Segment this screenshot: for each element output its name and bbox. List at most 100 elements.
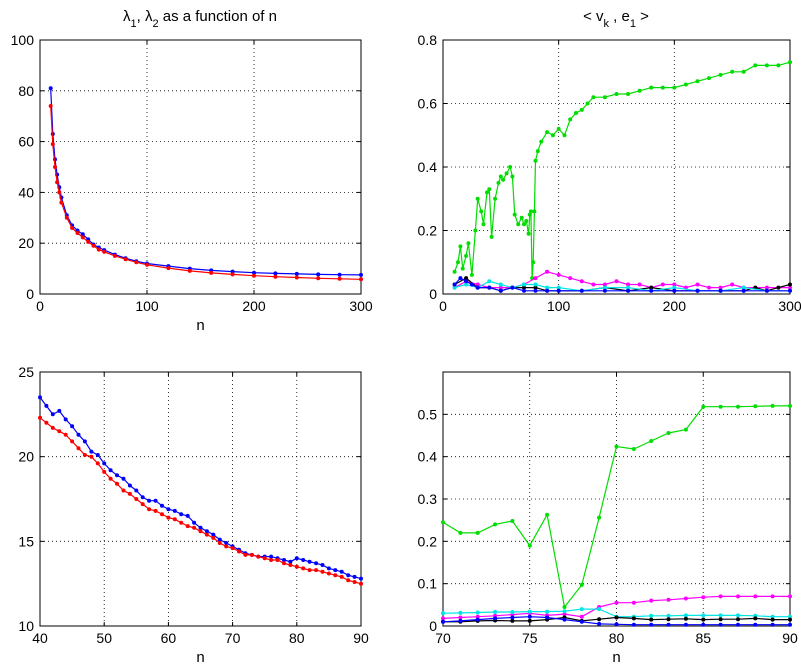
data-point bbox=[487, 279, 492, 284]
data-point bbox=[666, 431, 671, 435]
data-point bbox=[346, 573, 351, 578]
data-point bbox=[579, 288, 584, 293]
data-point bbox=[320, 563, 325, 567]
data-point bbox=[504, 171, 509, 176]
y-tick-label: 0.3 bbox=[418, 491, 438, 507]
data-point bbox=[179, 512, 184, 517]
data-point bbox=[160, 503, 164, 508]
y-tick-label: 40 bbox=[18, 184, 34, 200]
data-point bbox=[192, 520, 197, 525]
data-point bbox=[545, 609, 550, 614]
data-point bbox=[522, 288, 526, 293]
data-point bbox=[102, 469, 107, 474]
data-point bbox=[764, 285, 769, 290]
x-tick-label: 75 bbox=[522, 630, 538, 646]
data-point bbox=[333, 568, 338, 573]
y-tick-label: 0.2 bbox=[418, 223, 438, 239]
data-point bbox=[487, 285, 492, 290]
data-point bbox=[666, 617, 671, 622]
y-tick-label: 0 bbox=[429, 286, 437, 302]
data-point bbox=[753, 63, 758, 68]
data-point bbox=[441, 520, 445, 525]
data-point bbox=[76, 446, 81, 451]
data-point bbox=[464, 279, 469, 284]
data-point bbox=[556, 285, 561, 290]
data-point bbox=[339, 569, 344, 574]
data-point bbox=[614, 600, 619, 605]
chart-panel-4: 70 75 80 85 90 0 0.1 0.2 0.3 0.4 0.5 n bbox=[418, 371, 798, 666]
data-point bbox=[108, 468, 113, 473]
x-tick-label: 200 bbox=[242, 298, 266, 314]
y-tick-label: 0.2 bbox=[418, 533, 438, 549]
data-point bbox=[160, 512, 164, 517]
data-point bbox=[134, 260, 139, 265]
chart-panel-2: 0 100 200 300 0 0.2 0.4 0.6 0.8 bbox=[418, 32, 801, 314]
data-point bbox=[770, 622, 775, 627]
data-point bbox=[718, 72, 723, 77]
data-point bbox=[788, 403, 792, 408]
data-point bbox=[140, 502, 145, 507]
data-point bbox=[718, 285, 723, 290]
data-point bbox=[626, 282, 631, 287]
data-point bbox=[38, 395, 42, 400]
x-tick-label: 100 bbox=[547, 298, 571, 314]
data-point bbox=[282, 558, 286, 562]
data-point bbox=[460, 266, 465, 271]
data-point bbox=[545, 288, 550, 293]
data-point bbox=[597, 515, 602, 520]
data-point bbox=[672, 288, 677, 293]
data-point bbox=[127, 491, 132, 496]
data-point bbox=[707, 76, 711, 81]
data-point bbox=[522, 282, 526, 287]
data-point bbox=[179, 520, 184, 525]
data-point bbox=[683, 616, 688, 621]
data-point bbox=[282, 561, 286, 566]
data-point bbox=[770, 403, 775, 408]
data-point bbox=[718, 617, 723, 622]
y-tick-label: 25 bbox=[18, 364, 34, 380]
data-point bbox=[533, 285, 538, 290]
x-tick-label: 300 bbox=[778, 298, 801, 314]
data-point bbox=[718, 288, 723, 293]
plot-area bbox=[442, 39, 791, 295]
data-point bbox=[498, 174, 503, 179]
data-point bbox=[273, 274, 278, 279]
data-point bbox=[579, 582, 584, 587]
data-point bbox=[458, 276, 463, 281]
data-point bbox=[301, 566, 306, 571]
data-point bbox=[545, 512, 550, 517]
data-point bbox=[666, 613, 671, 618]
data-point bbox=[631, 622, 636, 627]
data-point bbox=[147, 498, 152, 503]
data-point bbox=[545, 130, 550, 135]
data-point bbox=[185, 513, 190, 518]
data-point bbox=[730, 282, 735, 287]
data-point bbox=[224, 544, 229, 549]
data-point bbox=[556, 272, 561, 277]
x-tick-label: 100 bbox=[135, 298, 159, 314]
data-point bbox=[76, 432, 81, 437]
data-point bbox=[57, 190, 62, 195]
data-point bbox=[556, 126, 561, 131]
data-point bbox=[209, 270, 214, 275]
data-point bbox=[602, 282, 607, 287]
data-point bbox=[683, 82, 688, 87]
data-point bbox=[764, 63, 769, 68]
data-point bbox=[718, 613, 723, 618]
data-point bbox=[44, 403, 49, 408]
data-point bbox=[649, 617, 654, 622]
y-tick-label: 0 bbox=[429, 618, 437, 634]
data-point bbox=[307, 559, 312, 564]
data-point bbox=[736, 617, 740, 622]
data-point bbox=[631, 616, 636, 621]
data-point bbox=[736, 613, 740, 618]
data-point bbox=[562, 609, 567, 614]
data-point bbox=[602, 288, 607, 293]
data-point bbox=[493, 522, 498, 527]
data-point bbox=[770, 614, 775, 619]
series-line-2 bbox=[50, 105, 362, 280]
y-tick-label: 0.4 bbox=[418, 449, 438, 465]
data-point bbox=[50, 425, 55, 430]
data-point bbox=[326, 566, 331, 571]
data-point bbox=[579, 619, 584, 624]
